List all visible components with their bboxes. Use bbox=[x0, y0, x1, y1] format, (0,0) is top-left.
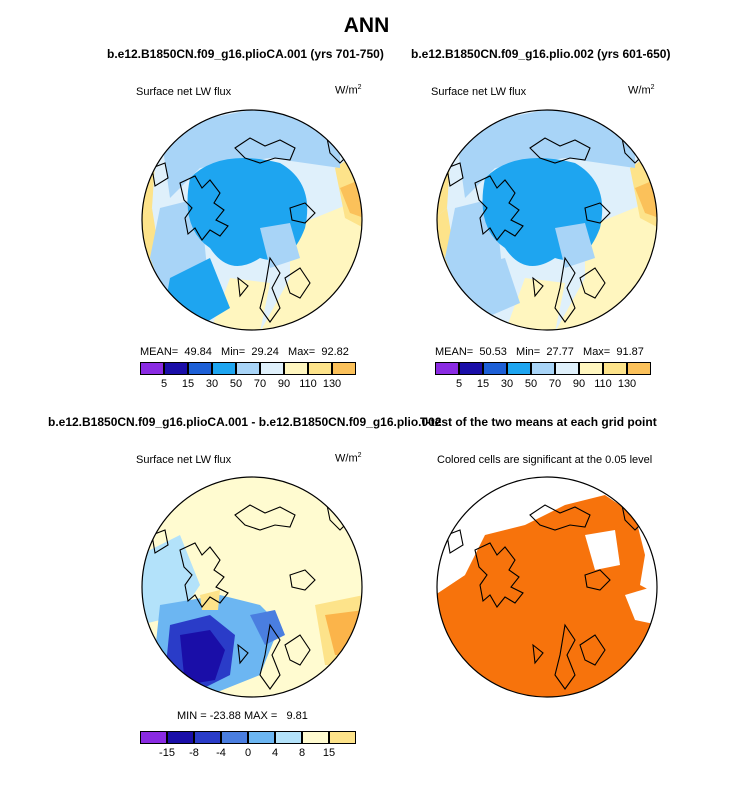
panel-1-colorbar-swatch bbox=[308, 362, 332, 375]
panel-3-variable-label: Surface net LW flux bbox=[136, 454, 232, 466]
panel-2-colorbar-swatch bbox=[627, 362, 651, 375]
panel-3-colorbar-tick-label: -15 bbox=[159, 747, 175, 759]
panel-2-colorbar-swatch bbox=[435, 362, 459, 375]
panel-4-subtitle: Colored cells are significant at the 0.0… bbox=[437, 454, 653, 466]
panel-1-colorbar-tick-label: 90 bbox=[277, 378, 291, 390]
panel-2-colorbar-swatch bbox=[555, 362, 579, 375]
panel-4-title: T-test of the two means at each grid poi… bbox=[420, 415, 657, 429]
panel-1-colorbar-swatch bbox=[236, 362, 260, 375]
panel-1-variable-label: Surface net LW flux bbox=[136, 86, 232, 98]
panel-2-colorbar bbox=[435, 362, 651, 375]
panel-3-colorbar-swatch bbox=[275, 731, 302, 744]
panel-2-colorbar-swatch bbox=[507, 362, 531, 375]
panel-1-units: W/m2 bbox=[335, 84, 362, 97]
panel-1-colorbar-swatch bbox=[260, 362, 284, 375]
panel-2-colorbar-labels: 5 15 30 50 70 90 110 130 bbox=[435, 378, 651, 392]
panel-2-colorbar-tick-label: 90 bbox=[572, 378, 586, 390]
panel-1-colorbar-tick-label: 5 bbox=[160, 378, 168, 390]
panel-3-title: b.e12.B1850CN.f09_g16.plioCA.001 - b.e12… bbox=[48, 415, 442, 429]
panel-3-colorbar-swatch bbox=[221, 731, 248, 744]
panel-3-colorbar-swatch bbox=[194, 731, 221, 744]
panel-3-colorbar-swatch bbox=[329, 731, 356, 744]
panel-1-colorbar-swatch bbox=[284, 362, 308, 375]
panel-2-colorbar-tick-label: 110 bbox=[594, 378, 612, 390]
panel-2-colorbar-swatch bbox=[603, 362, 627, 375]
panel-3-colorbar-tick-label: 0 bbox=[244, 747, 252, 759]
panel-3-colorbar-tick-label: -8 bbox=[189, 747, 199, 759]
panel-2-colorbar-tick-label: 5 bbox=[455, 378, 463, 390]
panel-1-colorbar-tick-label: 30 bbox=[205, 378, 219, 390]
panel-1-colorbar-tick-label: 70 bbox=[253, 378, 267, 390]
panel-4-polar-map bbox=[436, 476, 658, 698]
panel-3-units: W/m2 bbox=[335, 452, 362, 465]
panel-2-colorbar-swatch bbox=[483, 362, 507, 375]
panel-1-colorbar-swatch bbox=[164, 362, 188, 375]
panel-3-colorbar-swatch bbox=[248, 731, 275, 744]
panel-3-colorbar-tick-label: 15 bbox=[322, 747, 336, 759]
panel-1-colorbar-tick-label: 130 bbox=[322, 378, 342, 390]
panel-2-variable-label: Surface net LW flux bbox=[431, 86, 527, 98]
panel-2-colorbar-tick-label: 130 bbox=[617, 378, 637, 390]
figure-title: ANN bbox=[343, 14, 390, 37]
panel-1-colorbar-swatch bbox=[140, 362, 164, 375]
panel-1-polar-map bbox=[141, 109, 363, 331]
panel-2-colorbar-tick-label: 15 bbox=[476, 378, 490, 390]
panel-1-colorbar-swatch bbox=[212, 362, 236, 375]
panel-1-colorbar-tick-label: 15 bbox=[181, 378, 195, 390]
panel-3-colorbar-tick-label: 8 bbox=[298, 747, 306, 759]
panel-1-colorbar-swatch bbox=[188, 362, 212, 375]
panel-1-title: b.e12.B1850CN.f09_g16.plioCA.001 (yrs 70… bbox=[107, 47, 384, 61]
panel-1-colorbar-tick-label: 110 bbox=[299, 378, 317, 390]
panel-1-colorbar-swatch bbox=[332, 362, 356, 375]
panel-2-colorbar-tick-label: 70 bbox=[548, 378, 562, 390]
panel-1-colorbar-labels: 5 15 30 50 70 90 110 130 bbox=[140, 378, 356, 392]
panel-3-polar-map bbox=[141, 476, 363, 698]
panel-3-colorbar-swatch bbox=[167, 731, 194, 744]
panel-2-title: b.e12.B1850CN.f09_g16.plio.002 (yrs 601-… bbox=[411, 47, 671, 61]
panel-2-colorbar-swatch bbox=[579, 362, 603, 375]
panel-2-stats: MEAN= 50.53 Min= 27.77 Max= 91.87 bbox=[435, 346, 644, 358]
panel-3-colorbar-swatch bbox=[302, 731, 329, 744]
panel-1-colorbar bbox=[140, 362, 356, 375]
panel-2-colorbar-swatch bbox=[531, 362, 555, 375]
panel-2-units: W/m2 bbox=[628, 84, 655, 97]
panel-3-colorbar-tick-label: -4 bbox=[216, 747, 226, 759]
panel-1-colorbar-tick-label: 50 bbox=[229, 378, 243, 390]
panel-2-colorbar-swatch bbox=[459, 362, 483, 375]
panel-3-stats: MIN = -23.88 MAX = 9.81 bbox=[177, 710, 308, 722]
panel-3-colorbar-tick-label: 4 bbox=[271, 747, 279, 759]
panel-3-colorbar-swatch bbox=[140, 731, 167, 744]
panel-2-colorbar-tick-label: 50 bbox=[524, 378, 538, 390]
panel-1-stats: MEAN= 49.84 Min= 29.24 Max= 92.82 bbox=[140, 346, 349, 358]
panel-3-colorbar bbox=[140, 731, 356, 744]
panel-2-colorbar-tick-label: 30 bbox=[500, 378, 514, 390]
panel-3-colorbar-labels: -15 -8 -4 0 4 8 15 bbox=[140, 747, 356, 761]
panel-2-polar-map bbox=[436, 109, 658, 331]
